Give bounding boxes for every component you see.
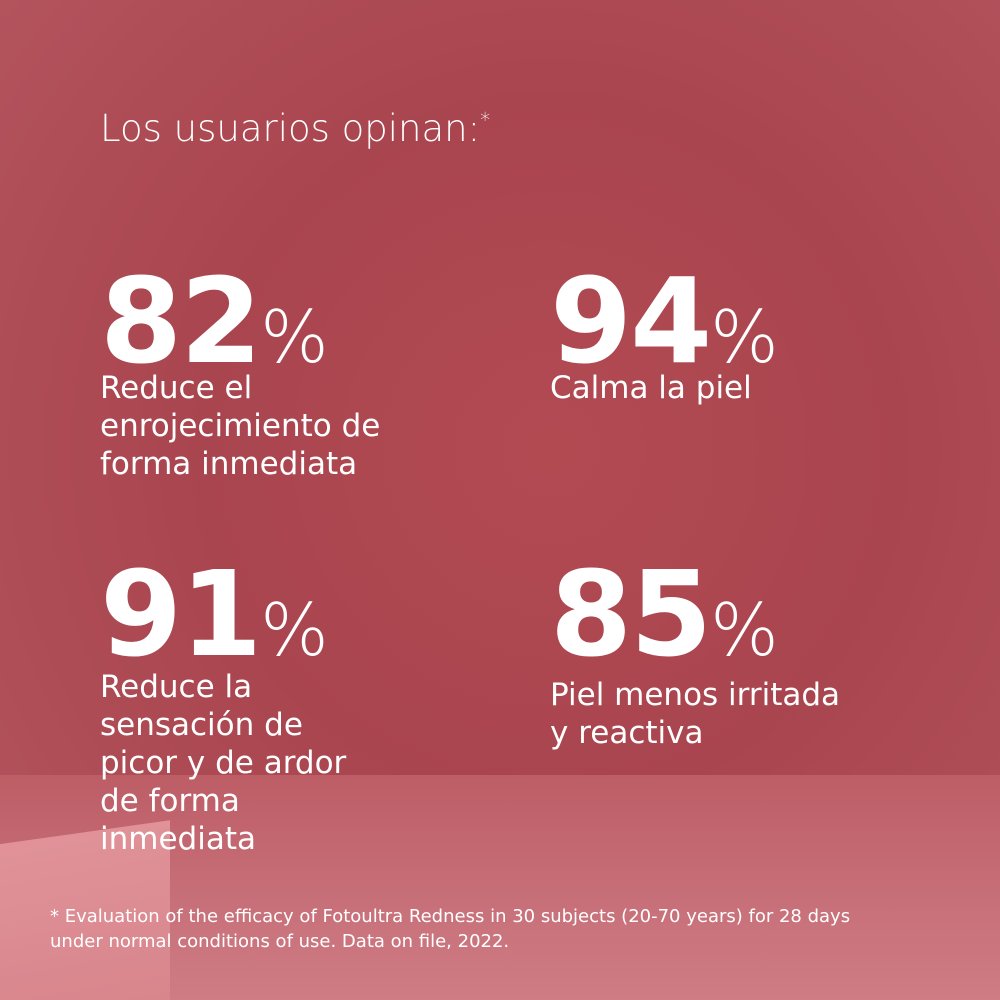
stat-value: 85: [550, 545, 712, 683]
stat-description: sensación de: [100, 707, 303, 743]
footnote: under normal conditions of use. Data on …: [50, 931, 510, 952]
stat-description: forma inmediata: [100, 446, 358, 482]
stat-figure: 91%: [100, 555, 329, 673]
footnote: * Evaluation of the efficacy of Fotoultr…: [50, 906, 851, 927]
stat-unit: %: [710, 295, 779, 379]
title: Los usuarios opinan:: [100, 107, 481, 150]
stat-description: enrojecimiento de: [100, 408, 381, 444]
stat-description: de forma: [100, 783, 240, 819]
stat-unit: %: [260, 588, 329, 672]
stat-figure: 82%: [100, 262, 329, 380]
stat-description: inmediata: [100, 821, 256, 857]
stat-description: Calma la piel: [550, 370, 752, 406]
stat-value: 91: [100, 545, 262, 683]
title-mark: *: [480, 108, 491, 132]
stat-description: Piel menos irritada: [550, 677, 841, 713]
stat-description: Reduce el: [100, 370, 253, 406]
stat-figure: 94%: [550, 262, 779, 380]
stat-description: y reactiva: [550, 715, 704, 751]
stat-description: Reduce la: [100, 669, 253, 705]
stat-description: picor y de ardor: [100, 745, 347, 781]
stat-value: 82: [100, 252, 262, 390]
title-block: Los usuarios opinan:*: [100, 110, 490, 147]
stat-value: 94: [550, 252, 712, 390]
stat-figure: 85%: [550, 555, 779, 673]
stat-unit: %: [710, 588, 779, 672]
stat-unit: %: [260, 295, 329, 379]
